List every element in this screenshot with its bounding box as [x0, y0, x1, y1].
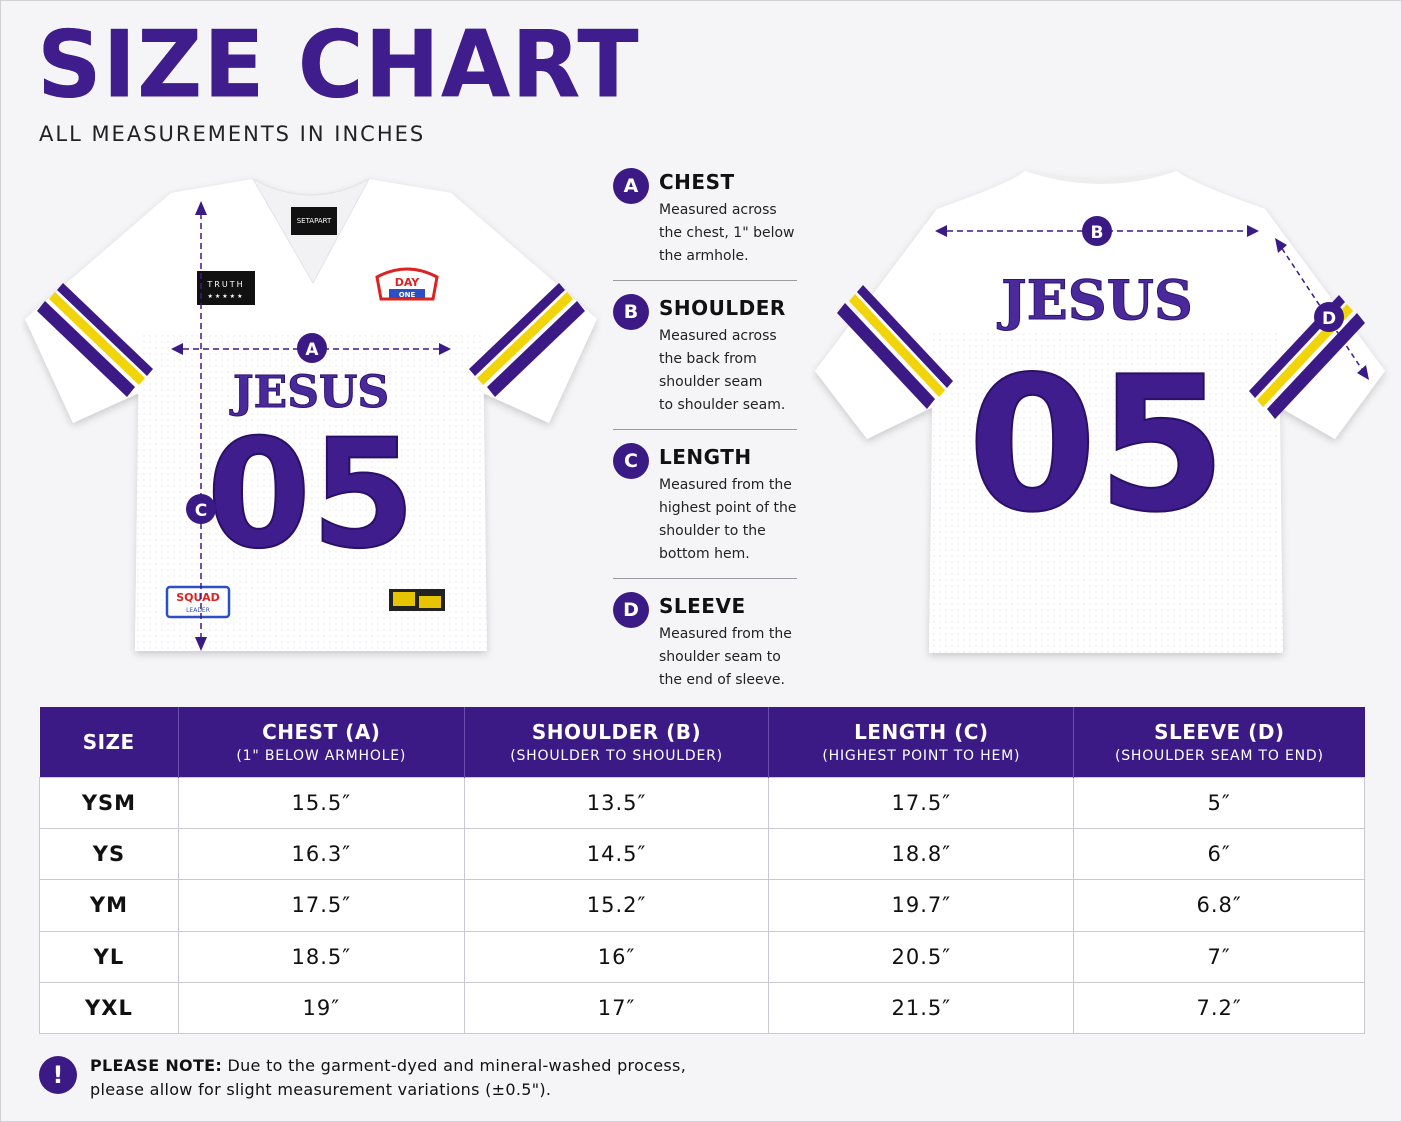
legend-title-chest: CHEST	[659, 170, 735, 194]
legend-item-chest: A CHEST Measured across the chest, 1" bel…	[613, 167, 797, 268]
table-row: YXL 19″ 17″ 21.5″ 7.2″	[39, 982, 1365, 1035]
svg-text:ONE: ONE	[399, 291, 416, 299]
marker-c	[186, 494, 216, 524]
legend-badge-c: C	[613, 443, 649, 479]
legend-desc-chest: Measured across the chest, 1" below the ar…	[659, 202, 795, 264]
cell-shoulder: 15.2″	[463, 879, 770, 932]
table-row: YL 18.5″ 16″ 20.5″ 7″	[39, 930, 1365, 984]
header-sleeve: SLEEVE (D) (SHOULDER SEAM TO END)	[1073, 707, 1365, 777]
marker-d	[1314, 302, 1344, 332]
legend-title-length: LENGTH	[659, 445, 752, 469]
length-measure-line	[195, 201, 207, 651]
cell-sleeve: 6″	[1073, 827, 1365, 881]
note-line-1: Due to the garment-dyed and mineral-wash…	[222, 1056, 687, 1075]
back-jersey-illustration: JESUS 05 B D	[815, 171, 1385, 653]
cell-sleeve: 5″	[1073, 776, 1365, 829]
cell-chest: 19″	[177, 982, 465, 1035]
legend-badge-b: B	[613, 294, 649, 330]
neck-label	[291, 207, 337, 235]
front-jersey-number: 05	[207, 408, 416, 582]
cell-length: 19.7″	[768, 879, 1075, 932]
chest-measure-line	[171, 343, 451, 355]
legend-item-length: C LENGTH Measured from the highest point …	[613, 442, 797, 566]
back-jersey-number: 05	[968, 336, 1227, 553]
truth-patch-text: TRUTH	[206, 280, 244, 289]
svg-text:A: A	[305, 340, 319, 360]
table-row: YSM 15.5″ 13.5″ 17.5″ 5″	[39, 776, 1365, 829]
svg-text:C: C	[195, 501, 207, 521]
note-text: PLEASE NOTE: Due to the garment-dyed and…	[90, 1054, 730, 1102]
legend-desc-length: Measured from the highest point of the sho…	[659, 477, 797, 562]
legend-divider	[613, 578, 797, 579]
cell-chest: 16.3″	[177, 827, 465, 881]
exclamation-icon: !	[39, 1056, 77, 1094]
cell-chest: 18.5″	[177, 930, 465, 984]
cell-shoulder: 16″	[463, 930, 770, 984]
cell-size: YM	[39, 879, 179, 932]
front-jersey-illustration: SETAPART TRUTH ★★★★★ DAY ONE JESUS 05 SQ…	[25, 177, 597, 651]
cell-sleeve: 6.8″	[1073, 879, 1365, 932]
cell-size: YS	[39, 827, 179, 881]
table-header-row: SIZE CHEST (A) (1" BELOW ARMHOLE) SHOULDE…	[39, 707, 1365, 777]
note-label: PLEASE NOTE:	[90, 1056, 223, 1075]
page-subtitle: ALL MEASUREMENTS IN INCHES	[39, 122, 426, 146]
svg-text:DAY: DAY	[395, 276, 421, 289]
legend-divider	[613, 280, 797, 281]
cell-chest: 17.5″	[177, 879, 465, 932]
svg-text:D: D	[1322, 309, 1336, 329]
cell-shoulder: 17″	[463, 982, 770, 1035]
legend-item-sleeve: D SLEEVE Measured from the shoulder seam …	[613, 591, 797, 692]
legend-badge-d: D	[613, 592, 649, 628]
legend-title-shoulder: SHOULDER	[659, 296, 786, 320]
cell-size: YL	[39, 930, 179, 984]
svg-text:LEADER: LEADER	[186, 607, 210, 614]
legend-title-sleeve: SLEEVE	[659, 594, 746, 618]
squad-leader-patch: SQUAD LEADER	[165, 585, 231, 619]
cell-length: 18.8″	[768, 827, 1075, 881]
cell-sleeve: 7.2″	[1073, 982, 1365, 1035]
legend-divider	[613, 429, 797, 430]
measurement-legend: A CHEST Measured across the chest, 1" bel…	[613, 167, 797, 692]
yellow-patch	[389, 589, 445, 611]
page-title: SIZE CHART	[37, 10, 640, 119]
table-row: YM 17.5″ 15.2″ 19.7″ 6.8″	[39, 879, 1365, 932]
header-length: LENGTH (C) (HIGHEST POINT TO HEM)	[768, 707, 1075, 777]
neck-label-text: SETAPART	[297, 217, 332, 225]
truth-patch	[197, 271, 255, 305]
left-sleeve-stripes	[37, 283, 153, 397]
legend-desc-sleeve: Measured from the shoulder seam to the end…	[659, 626, 792, 688]
cell-length: 20.5″	[768, 930, 1075, 984]
cell-sleeve: 7″	[1073, 930, 1365, 984]
right-sleeve-stripes	[469, 283, 585, 397]
legend-badge-a: A	[613, 168, 649, 204]
cell-length: 17.5″	[768, 776, 1075, 829]
cell-length: 21.5″	[768, 982, 1075, 1035]
svg-text:SQUAD: SQUAD	[176, 591, 220, 604]
header-chest: CHEST (A) (1" BELOW ARMHOLE)	[178, 707, 465, 777]
table-row: YS 16.3″ 14.5″ 18.8″ 6″	[39, 827, 1365, 881]
header-size: SIZE	[39, 707, 179, 777]
cell-shoulder: 14.5″	[463, 827, 770, 881]
front-jersey-name: JESUS	[229, 367, 389, 418]
back-left-sleeve-stripes	[837, 285, 953, 409]
legend-desc-shoulder: Measured across the back from shoulder sea…	[659, 328, 786, 413]
back-jersey-name: JESUS	[997, 268, 1193, 332]
svg-text:★★★★★: ★★★★★	[208, 293, 245, 300]
day-one-patch: DAY ONE	[375, 267, 439, 301]
marker-a	[297, 333, 327, 363]
legend-item-shoulder: B SHOULDER Measured across the back from s…	[613, 293, 797, 417]
note-line-2: please allow for slight measurement vari…	[90, 1080, 552, 1099]
cell-chest: 15.5″	[177, 776, 465, 829]
size-table: SIZE CHEST (A) (1" BELOW ARMHOLE) SHOULDE…	[39, 707, 1365, 1035]
marker-b	[1082, 216, 1112, 246]
header-shoulder: SHOULDER (B) (SHOULDER TO SHOULDER)	[464, 707, 770, 777]
svg-text:B: B	[1091, 223, 1104, 243]
cell-shoulder: 13.5″	[463, 776, 770, 829]
cell-size: YSM	[39, 776, 179, 829]
cell-size: YXL	[39, 982, 179, 1035]
